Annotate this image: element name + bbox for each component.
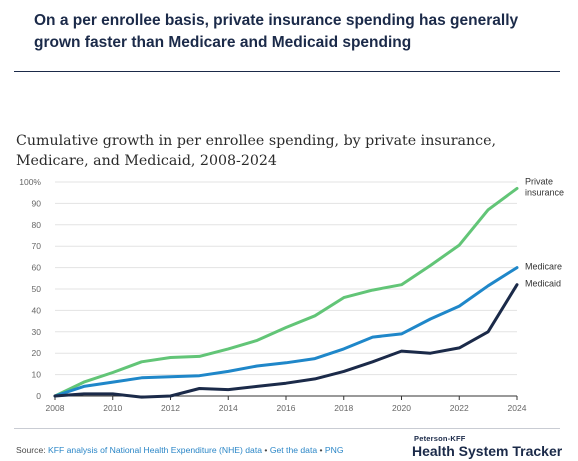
- series-label-medicaid: Medicaid: [525, 279, 561, 289]
- get-the-data-link[interactable]: Get the data: [269, 445, 318, 455]
- y-tick-label: 60: [32, 263, 42, 273]
- x-tick-label: 2012: [161, 403, 180, 413]
- series-label-line: Medicaid: [525, 279, 561, 289]
- separator: •: [262, 445, 270, 455]
- x-tick-label: 2016: [277, 403, 296, 413]
- series-label-line: Medicare: [525, 262, 562, 272]
- series-line-private-insurance: [53, 186, 519, 398]
- brand-kicker: Peterson-KFF: [414, 434, 466, 443]
- x-tick-label: 2018: [334, 403, 353, 413]
- x-tick-label: 2022: [450, 403, 469, 413]
- series-labels: Private insurance Medicare Medicaid: [525, 176, 564, 288]
- header-divider: [14, 71, 560, 72]
- y-tick-label: 0: [36, 391, 41, 401]
- source-prefix: Source:: [16, 445, 49, 455]
- y-tick-label: 10: [32, 370, 42, 380]
- series-label-line: Private: [525, 176, 553, 186]
- x-tick-label: 2024: [508, 403, 527, 413]
- series-line-medicare: [53, 266, 519, 398]
- headline: On a per enrollee basis, private insuran…: [34, 12, 519, 51]
- series-label-medicare: Medicare: [525, 262, 562, 272]
- x-tick-label: 2014: [219, 403, 238, 413]
- y-tick-label: 80: [32, 220, 42, 230]
- x-tick-label: 2020: [392, 403, 411, 413]
- y-tick-label: 30: [32, 327, 42, 337]
- brand-logo-text: Health System Tracker: [412, 443, 563, 459]
- y-tick-label: 20: [32, 348, 42, 358]
- png-link[interactable]: PNG: [324, 445, 344, 455]
- separator: •: [317, 445, 325, 455]
- x-axis-ticks: 2008 2010 2012 2014 2016 2018 2020 2022 2024: [46, 396, 527, 413]
- x-tick-label: 2008: [46, 403, 65, 413]
- y-tick-label: 100%: [19, 177, 41, 187]
- y-tick-label: 50: [32, 284, 42, 294]
- chart-title: Cumulative growth in per enrollee spendi…: [16, 133, 496, 169]
- y-tick-label: 40: [32, 305, 42, 315]
- y-tick-label: 90: [32, 198, 42, 208]
- series-label-line: insurance: [525, 187, 564, 197]
- series-label-private-insurance: Private insurance: [525, 176, 564, 197]
- y-tick-label: 70: [32, 241, 42, 251]
- x-tick-label: 2010: [103, 403, 122, 413]
- series-lines: [53, 186, 519, 399]
- series-line-medicaid: [53, 283, 519, 399]
- y-axis-ticks: 0 10 20 30 40 50 60 70 80 90 100%: [19, 177, 41, 401]
- footer-divider: [14, 428, 560, 429]
- source-link[interactable]: KFF analysis of National Health Expendit…: [48, 445, 263, 455]
- source-line: Source: KFF analysis of National Health …: [16, 445, 344, 455]
